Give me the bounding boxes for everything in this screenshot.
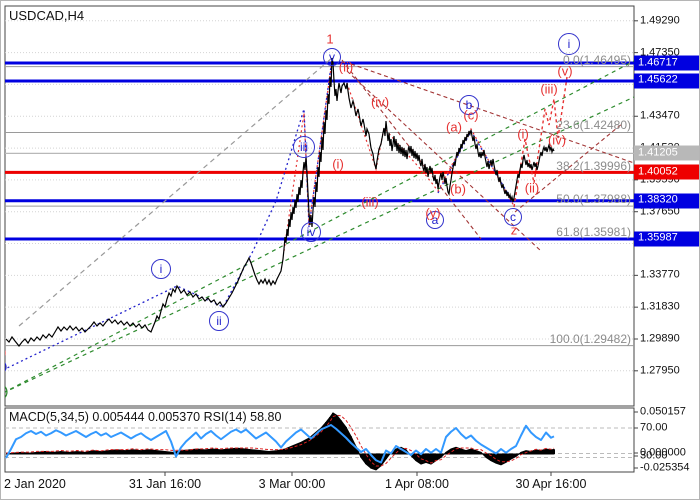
date-label: 2 Jan 2020 bbox=[4, 477, 66, 491]
wave-label-blue: iii bbox=[293, 136, 315, 158]
price-tick: 1.27950 bbox=[640, 364, 680, 377]
wave-label-red: (iv) bbox=[547, 132, 567, 148]
wave-label-red: (iii) bbox=[361, 194, 379, 210]
indicator-scale-label: 70.00 bbox=[640, 421, 668, 434]
indicator-scale-label: 0.000000 bbox=[640, 446, 686, 459]
price-tick: 1.31830 bbox=[640, 300, 680, 313]
wave-label-red: (i) bbox=[332, 156, 344, 172]
price-badge: 1.41205 bbox=[634, 145, 699, 161]
price-tick: 1.33770 bbox=[640, 268, 680, 281]
wave-label-blue: b bbox=[459, 95, 479, 115]
indicator-label: MACD(5,34,5) 0.005444 0.005370 RSI(14) 5… bbox=[9, 410, 282, 424]
wave-label-red: (v) bbox=[557, 63, 573, 79]
fib-label: 0.0(1.46495) bbox=[562, 52, 631, 67]
wave-label-blue: iv bbox=[301, 222, 321, 242]
price-tick: 1.29890 bbox=[640, 332, 680, 345]
price-path bbox=[5, 57, 555, 347]
wave-label-red: (c) bbox=[463, 107, 479, 123]
indicator-scale-label: 30.00 bbox=[640, 449, 668, 462]
date-label: 30 Apr 16:00 bbox=[515, 477, 587, 491]
green-target-upper bbox=[5, 60, 634, 393]
wave-label-red: 1 bbox=[326, 31, 334, 47]
fib-label: 38.2(1.39996) bbox=[556, 159, 631, 174]
price-tick: 1.49290 bbox=[640, 14, 680, 27]
wave-label-red: (ii) bbox=[338, 59, 354, 75]
date-label: 31 Jan 16:00 bbox=[128, 477, 202, 491]
symbol-label: USDCAD,H4 bbox=[9, 8, 85, 23]
wave-label-red: z bbox=[510, 222, 518, 238]
date-label: 3 Mar 00:00 bbox=[258, 477, 326, 491]
maroon-fan-3 bbox=[350, 63, 634, 164]
price-badge: 1.35987 bbox=[634, 231, 699, 247]
wave-label-red: (ii) bbox=[524, 180, 540, 196]
indicator-scale-label: -0.025354 bbox=[640, 461, 690, 474]
fib-label: 23.6(1.42480) bbox=[556, 118, 631, 133]
wave-label-red: (iii) bbox=[540, 81, 558, 97]
maroon-rising bbox=[514, 122, 624, 213]
price-tick: 1.43470 bbox=[640, 109, 680, 122]
wave-label-red: (a) bbox=[446, 119, 462, 135]
wave-label-red: (iv) bbox=[370, 94, 390, 110]
price-badge: 1.45622 bbox=[634, 73, 699, 89]
wave-label-red: (b) bbox=[450, 181, 466, 197]
price-tick: 1.37650 bbox=[640, 205, 680, 218]
grey-trendline bbox=[18, 57, 333, 327]
fib-label: 61.8(1.35981) bbox=[556, 225, 631, 240]
wave-label-red: (y) bbox=[425, 205, 441, 221]
date-label: 1 Apr 08:00 bbox=[385, 477, 449, 491]
price-badge: 1.46717 bbox=[634, 55, 699, 71]
price-tick: 1.47350 bbox=[640, 46, 680, 59]
wave-label-blue: v bbox=[323, 48, 341, 66]
svg-text:2: 2 bbox=[1, 387, 2, 399]
wave-label-blue: i bbox=[558, 33, 580, 55]
fib-label: 100.0(1.29482) bbox=[549, 331, 631, 346]
wave-label-blue: ii bbox=[209, 311, 229, 331]
wave-label-blue: i bbox=[151, 259, 171, 279]
price-badge: 1.38320 bbox=[634, 193, 699, 209]
indicator-scale-label: 0.050157 bbox=[640, 405, 686, 418]
wave-label-blue: a bbox=[426, 211, 444, 229]
fib-label: 50.0(1.37988) bbox=[556, 192, 631, 207]
wave-label-blue: c bbox=[504, 208, 522, 226]
red-forecast-zigzag bbox=[513, 76, 568, 208]
price-badge: 1.40052 bbox=[634, 164, 699, 180]
wave-label-red: (i) bbox=[517, 126, 529, 142]
